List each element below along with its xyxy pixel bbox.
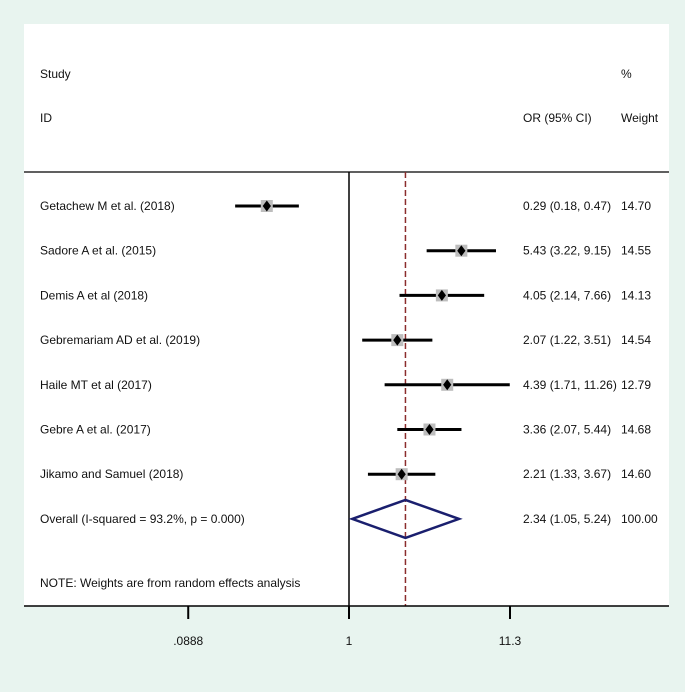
point-estimate — [437, 289, 446, 301]
study-row: Jikamo and Samuel (2018) 2.21 (1.33, 3.67… — [40, 467, 651, 481]
study-row: Sadore A et al. (2015) 5.43 (3.22, 9.15) 1… — [40, 244, 651, 258]
x-tick-label: .0888 — [173, 634, 203, 648]
x-tick-label: 1 — [346, 634, 353, 648]
study-ci: 0.29 (0.18, 0.47) — [523, 199, 611, 213]
study-ci: 4.39 (1.71, 11.26) — [523, 378, 617, 392]
study-ci: 5.43 (3.22, 9.15) — [523, 244, 611, 258]
study-label: Gebremariam AD et al. (2019) — [40, 333, 200, 347]
overall-label: Overall (I-squared = 93.2%, p = 0.000) — [40, 512, 245, 526]
study-row: Haile MT et al (2017) 4.39 (1.71, 11.26) 1… — [40, 378, 651, 392]
point-estimate — [262, 200, 271, 212]
point-estimate — [425, 424, 434, 435]
study-row: Getachew M et al. (2018) 0.29 (0.18, 0.47… — [40, 199, 651, 213]
study-row: Gebremariam AD et al. (2019) 2.07 (1.22, … — [40, 333, 651, 347]
study-weight: 12.79 — [621, 378, 651, 392]
overall-ci: 2.34 (1.05, 5.24) — [523, 512, 611, 526]
header-id: ID — [40, 111, 52, 125]
study-label: Gebre A et al. (2017) — [40, 423, 151, 437]
study-weight: 14.70 — [621, 199, 651, 213]
plot-area — [24, 24, 669, 606]
study-weight: 14.54 — [621, 333, 651, 347]
study-label: Getachew M et al. (2018) — [40, 199, 175, 213]
overall-diamond — [348, 498, 463, 540]
study-label: Jikamo and Samuel (2018) — [40, 467, 183, 481]
study-row: Demis A et al (2018) 4.05 (2.14, 7.66) 14.… — [40, 288, 651, 302]
header-study: Study — [40, 67, 71, 81]
study-label: Haile MT et al (2017) — [40, 378, 152, 392]
study-ci: 4.05 (2.14, 7.66) — [523, 288, 611, 302]
study-label: Sadore A et al. (2015) — [40, 244, 156, 258]
study-label: Demis A et al (2018) — [40, 288, 148, 302]
note: NOTE: Weights are from random effects an… — [40, 576, 300, 590]
point-estimate — [457, 245, 466, 257]
study-row: Gebre A et al. (2017) 3.36 (2.07, 5.44) 14… — [40, 423, 651, 437]
header-weight: Weight — [621, 111, 659, 125]
study-ci: 2.21 (1.33, 3.67) — [523, 467, 611, 481]
point-estimate — [397, 468, 406, 480]
study-weight: 14.68 — [621, 423, 651, 437]
point-estimate — [393, 334, 402, 346]
study-weight: 14.60 — [621, 467, 651, 481]
header-weight-percent: % — [621, 67, 632, 81]
study-ci: 3.36 (2.07, 5.44) — [523, 423, 611, 437]
study-ci: 2.07 (1.22, 3.51) — [523, 333, 611, 347]
point-estimate — [443, 379, 452, 391]
overall-weight: 100.00 — [621, 512, 658, 526]
study-weight: 14.55 — [621, 244, 651, 258]
header-or: OR (95% CI) — [523, 111, 592, 125]
x-tick-label: 11.3 — [499, 634, 522, 648]
study-weight: 14.13 — [621, 288, 651, 302]
